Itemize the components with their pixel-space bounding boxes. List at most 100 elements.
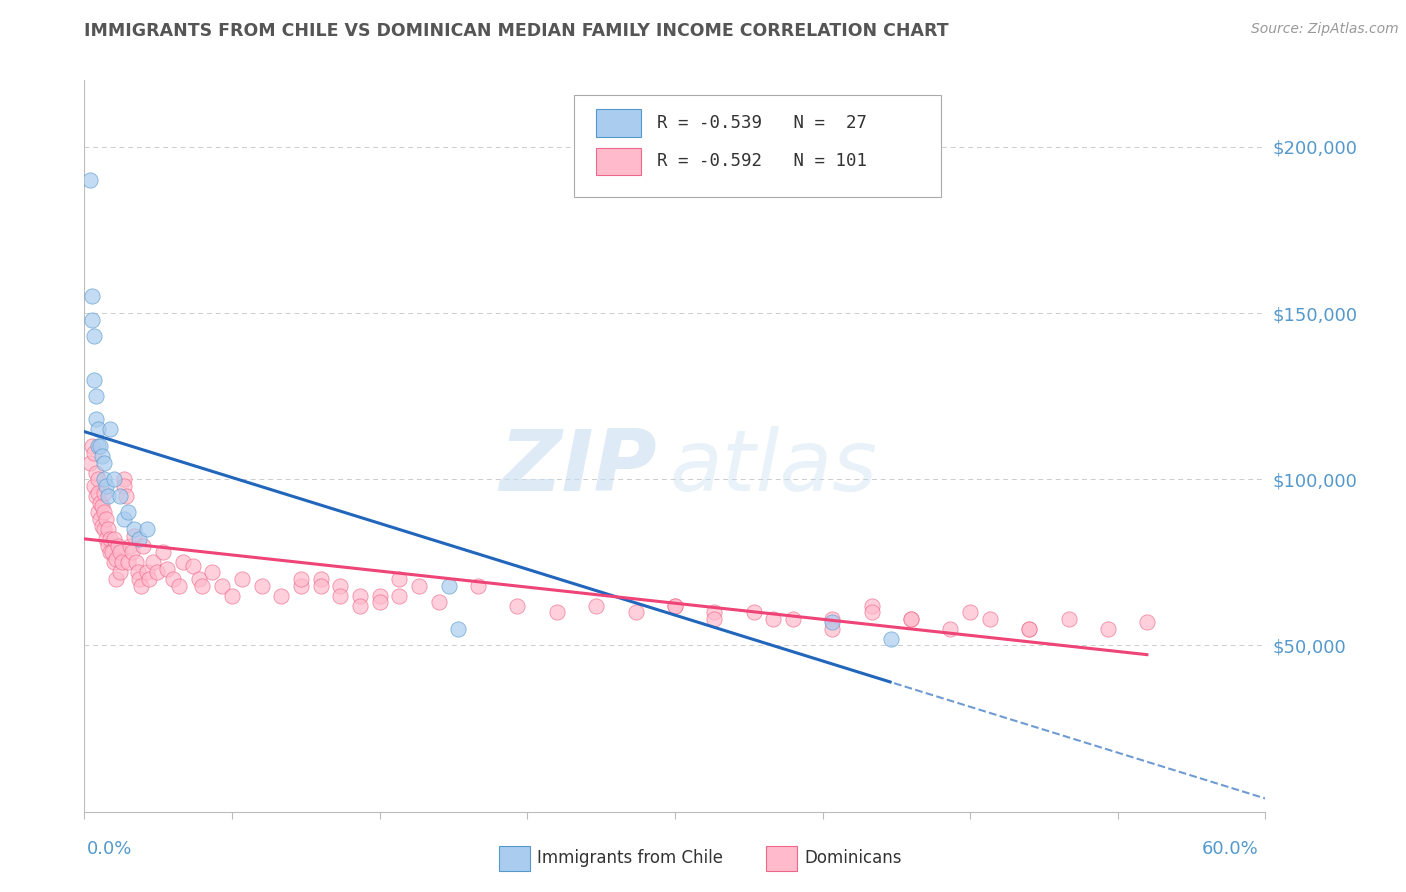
Point (91, 449, 114, 463)
Point (114, 489, 136, 503)
Point (201, 566, 224, 580)
Point (127, 566, 149, 580)
Point (84, 389, 107, 403)
Point (1018, 622, 1040, 636)
Point (437, 579, 460, 593)
Point (703, 612, 725, 626)
Point (118, 539, 141, 553)
FancyBboxPatch shape (575, 95, 941, 197)
Point (156, 562, 179, 576)
Point (122, 529, 145, 543)
Point (107, 539, 129, 553)
Point (112, 472, 135, 486)
Point (181, 558, 204, 573)
Point (506, 599, 529, 613)
Point (136, 566, 159, 580)
Point (231, 572, 253, 586)
Point (117, 555, 139, 569)
Point (146, 566, 169, 580)
Point (83, 329, 105, 343)
Point (172, 555, 194, 569)
Point (84, 412, 107, 426)
Point (94, 479, 117, 493)
Point (368, 595, 391, 609)
Point (136, 522, 159, 536)
Point (467, 579, 489, 593)
Point (112, 479, 135, 493)
Text: Source: ZipAtlas.com: Source: ZipAtlas.com (1251, 22, 1399, 37)
Point (79, 173, 101, 187)
Text: 60.0%: 60.0% (1202, 840, 1258, 858)
Point (101, 545, 124, 559)
Point (93, 485, 115, 500)
Point (329, 579, 352, 593)
Point (221, 589, 243, 603)
Point (821, 615, 844, 630)
Point (408, 579, 430, 593)
Point (117, 506, 139, 520)
Text: 0.0%: 0.0% (87, 840, 132, 858)
Point (131, 579, 153, 593)
Point (546, 605, 568, 619)
Point (108, 566, 131, 580)
Text: Immigrants from Chile: Immigrants from Chile (537, 849, 723, 867)
Point (121, 545, 143, 559)
Point (142, 555, 165, 569)
Point (309, 579, 332, 593)
Point (329, 589, 352, 603)
Point (1018, 622, 1040, 636)
Point (82, 289, 104, 303)
Point (979, 612, 1001, 626)
Point (103, 472, 125, 486)
Point (103, 555, 125, 569)
Point (82, 439, 104, 453)
Point (93, 522, 115, 536)
Point (270, 589, 292, 603)
Point (108, 489, 131, 503)
Point (368, 589, 391, 603)
Point (122, 522, 145, 536)
Point (82, 312, 104, 326)
Point (900, 612, 922, 626)
Point (290, 572, 312, 586)
Point (112, 512, 135, 526)
Point (79, 456, 101, 470)
Point (900, 612, 922, 626)
Point (939, 622, 962, 636)
Point (83, 372, 105, 386)
Point (89, 495, 111, 509)
Point (290, 579, 312, 593)
Point (742, 605, 765, 619)
Point (388, 572, 411, 586)
Point (97, 522, 120, 536)
Point (108, 545, 131, 559)
Point (87, 439, 110, 453)
Point (111, 555, 134, 569)
Point (1097, 622, 1119, 636)
Point (211, 579, 233, 593)
Point (91, 499, 114, 513)
Point (93, 456, 115, 470)
Text: R = -0.539   N =  27: R = -0.539 N = 27 (657, 113, 868, 132)
Point (98, 422, 121, 436)
Point (87, 485, 110, 500)
Point (128, 532, 150, 546)
Point (128, 572, 150, 586)
Point (388, 589, 411, 603)
Point (87, 506, 110, 520)
Point (782, 612, 804, 626)
Point (447, 622, 470, 636)
Point (187, 572, 209, 586)
Point (250, 579, 273, 593)
Point (309, 572, 332, 586)
Point (94, 512, 117, 526)
Point (89, 439, 111, 453)
Point (860, 599, 883, 613)
Point (821, 622, 844, 636)
Text: Dominicans: Dominicans (804, 849, 901, 867)
Point (98, 532, 121, 546)
Point (349, 599, 371, 613)
Point (349, 589, 371, 603)
Point (83, 445, 105, 459)
Point (89, 512, 111, 526)
